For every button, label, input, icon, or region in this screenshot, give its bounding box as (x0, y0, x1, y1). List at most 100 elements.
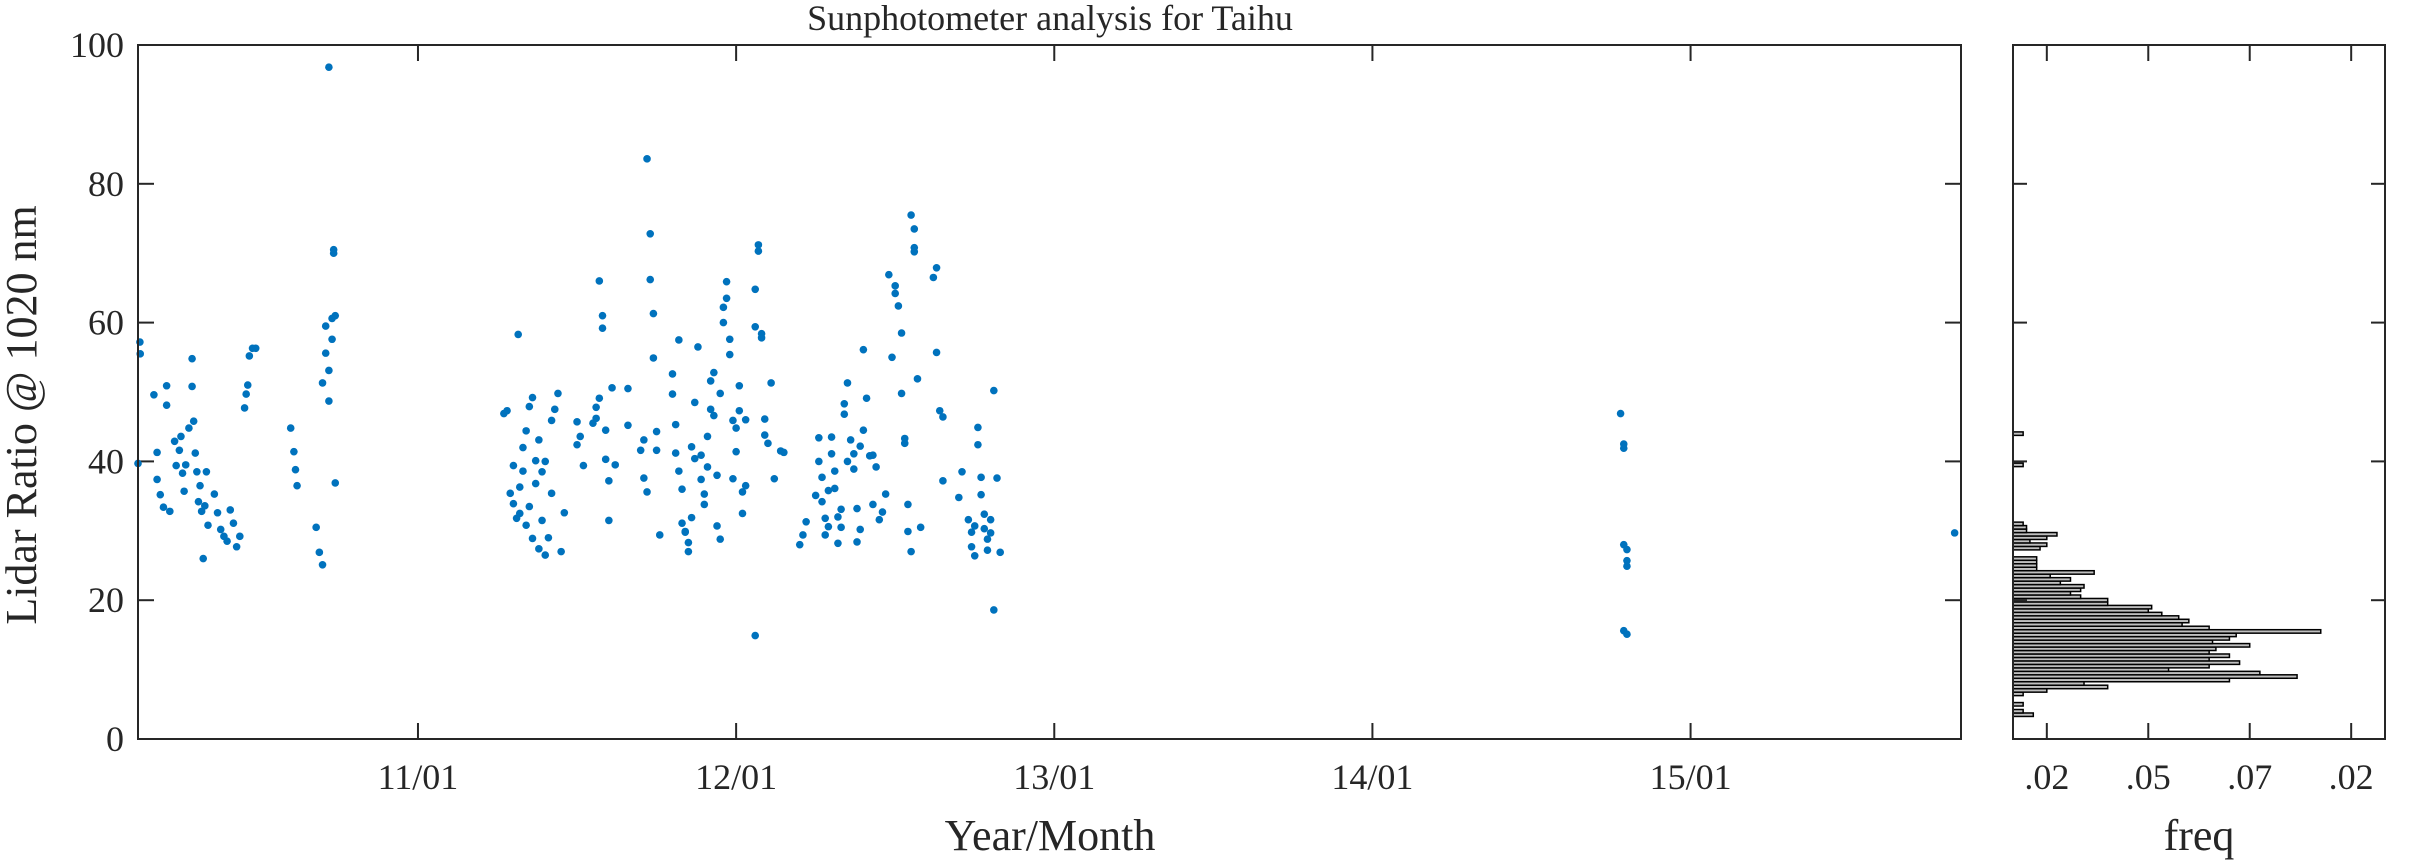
data-point (592, 403, 600, 412)
data-point (213, 508, 222, 517)
data-point (735, 406, 744, 415)
x-tick-label: 11/01 (378, 757, 459, 797)
data-point (719, 303, 728, 312)
data-point (827, 433, 836, 441)
data-point (967, 528, 976, 536)
data-point (830, 467, 839, 475)
data-point (716, 535, 725, 543)
data-point (605, 516, 613, 525)
data-point (770, 474, 779, 483)
data-point (624, 421, 632, 430)
data-point (554, 389, 562, 398)
data-point (955, 493, 963, 502)
data-point (153, 448, 161, 457)
data-point (697, 475, 705, 484)
data-point (939, 413, 947, 421)
data-point (290, 447, 298, 456)
scatter-plot-frame (137, 44, 1962, 740)
data-point (649, 309, 658, 318)
data-point (713, 522, 721, 530)
histogram-x-tick-label: .02 (2329, 757, 2374, 797)
data-point (818, 473, 826, 482)
data-point (232, 542, 241, 551)
data-point (312, 523, 320, 532)
data-point (643, 488, 651, 496)
data-point (821, 531, 830, 539)
data-point (754, 247, 763, 255)
data-point (913, 375, 922, 383)
data-point (878, 508, 887, 516)
data-point (201, 502, 209, 510)
histogram-panel: freq .02 .05 .07 .02 (2012, 44, 2386, 860)
data-point (684, 538, 693, 547)
data-point (325, 63, 333, 72)
data-point (178, 469, 187, 477)
data-point (560, 508, 569, 517)
scatter-points (134, 63, 1959, 640)
data-point (990, 606, 998, 614)
data-point (1623, 562, 1631, 570)
data-point (996, 548, 1004, 557)
data-point (850, 449, 858, 458)
data-point (655, 531, 664, 539)
data-point (799, 531, 807, 539)
data-point (897, 389, 906, 398)
data-point (710, 368, 718, 377)
histogram-x-tick-label: .02 (2024, 757, 2069, 797)
data-point (514, 330, 522, 339)
data-point (713, 471, 721, 480)
data-point (601, 426, 610, 434)
data-point (216, 525, 225, 534)
data-point (576, 432, 585, 441)
data-point (172, 461, 180, 470)
histogram-ticks: .02 .05 .07 .02 (2013, 44, 2385, 797)
data-point (964, 515, 973, 524)
data-point (531, 456, 540, 465)
data-point (837, 505, 845, 514)
data-point (837, 523, 845, 532)
data-point (862, 394, 871, 403)
histogram-x-axis-label: freq (2164, 811, 2235, 860)
data-point (802, 517, 810, 526)
x-axis-label: Year/Month (945, 811, 1156, 860)
data-point (573, 418, 581, 426)
data-point (531, 479, 540, 488)
data-point (544, 533, 553, 542)
data-point (824, 522, 833, 531)
data-point (681, 528, 690, 536)
data-point (185, 424, 193, 432)
data-point (710, 411, 718, 420)
data-point (678, 519, 686, 527)
data-point (245, 352, 254, 360)
data-point (325, 366, 333, 375)
data-point (764, 439, 772, 448)
data-point (515, 483, 524, 491)
data-point (751, 631, 760, 640)
data-point (188, 382, 196, 391)
data-point (251, 344, 260, 353)
y-axis-label: Lidar Ratio @ 1020 nm (0, 205, 46, 624)
data-point (605, 477, 613, 485)
data-point (916, 523, 925, 532)
data-point (678, 485, 686, 493)
data-point (175, 446, 184, 455)
histogram-bar (2012, 431, 2024, 437)
data-point (636, 446, 645, 455)
data-point (1623, 545, 1631, 554)
data-point (684, 547, 693, 556)
data-point (780, 448, 788, 457)
data-point (598, 311, 607, 320)
data-point (649, 354, 658, 362)
data-point (671, 420, 680, 429)
data-point (970, 522, 979, 530)
data-point (240, 404, 249, 412)
data-point (795, 540, 804, 549)
data-point (525, 402, 534, 411)
data-point (286, 424, 295, 432)
data-point (535, 545, 543, 553)
data-point (153, 475, 161, 484)
data-point (652, 427, 661, 436)
data-point (181, 461, 190, 469)
data-point (668, 390, 677, 398)
data-point (687, 513, 696, 522)
